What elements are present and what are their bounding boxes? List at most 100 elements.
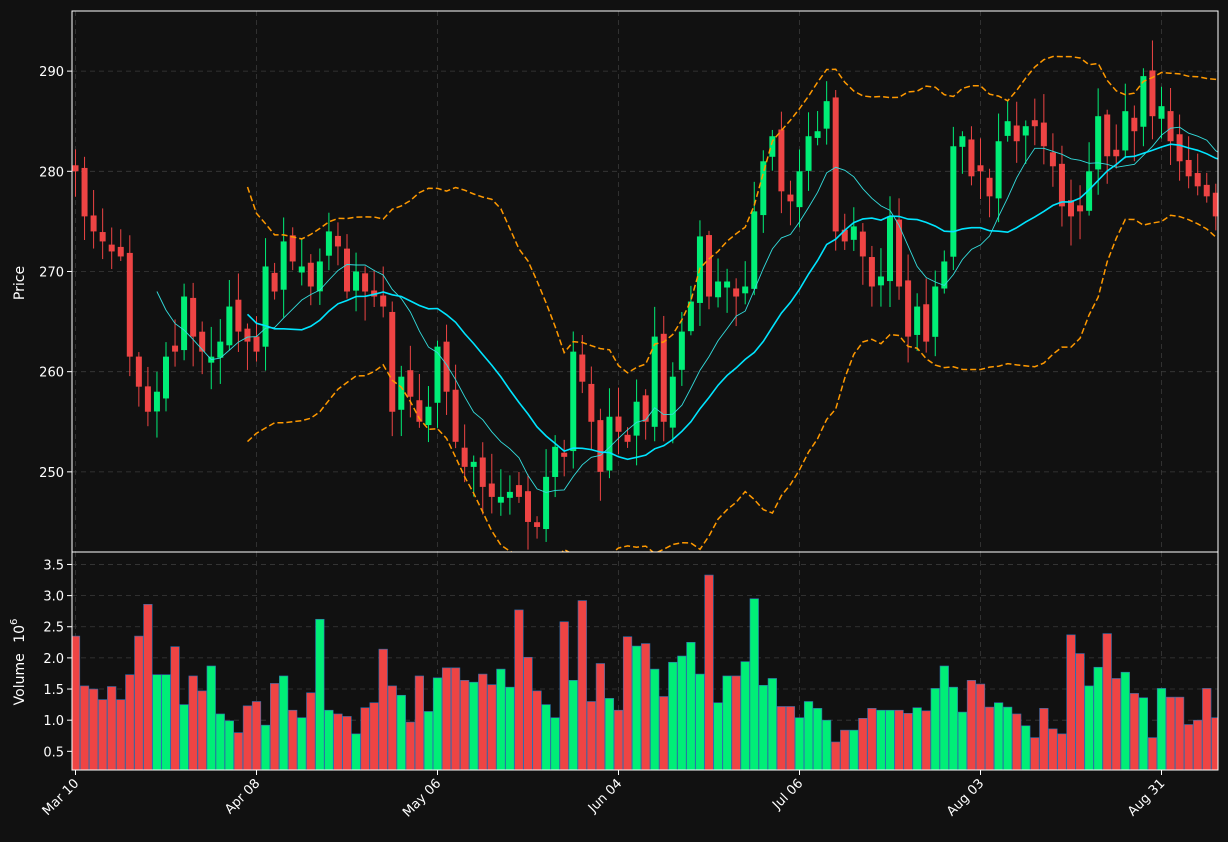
volume-plot-area bbox=[72, 574, 1218, 770]
candle-body bbox=[1086, 171, 1093, 211]
volume-bar bbox=[1102, 633, 1112, 770]
candle-body bbox=[751, 211, 758, 289]
candle-body bbox=[724, 281, 731, 288]
volume-bar bbox=[713, 702, 723, 770]
candle-body bbox=[606, 416, 613, 471]
price-panel: 250 260 270 280 290 bbox=[39, 10, 1219, 553]
candle-body bbox=[805, 136, 812, 171]
candle-body bbox=[117, 246, 124, 257]
volume-bar bbox=[387, 685, 397, 770]
candle-body bbox=[344, 248, 350, 292]
volume-bar bbox=[876, 709, 886, 770]
candle-body bbox=[787, 194, 794, 202]
volume-bar bbox=[984, 706, 995, 770]
volume-bar bbox=[595, 663, 605, 770]
volume-bar bbox=[722, 675, 732, 770]
candle-body bbox=[126, 252, 133, 357]
candle-body bbox=[896, 219, 903, 287]
volume-ytick-label: 1.5 bbox=[43, 683, 64, 698]
candle-body bbox=[561, 452, 568, 457]
candle-body bbox=[262, 266, 269, 347]
price-ytick-label: 290 bbox=[39, 65, 64, 80]
volume-bar bbox=[1066, 634, 1076, 770]
volume-bar bbox=[686, 642, 696, 770]
candle-body bbox=[887, 216, 893, 282]
volume-bar bbox=[903, 713, 913, 770]
candle-body bbox=[1077, 205, 1084, 212]
volume-bar bbox=[396, 694, 406, 770]
candle-body bbox=[515, 485, 522, 497]
candle-body bbox=[380, 295, 387, 307]
candle-body bbox=[1194, 173, 1201, 187]
candle-body bbox=[99, 232, 106, 242]
volume-bar bbox=[342, 716, 352, 770]
volume-bar bbox=[613, 709, 624, 770]
volume-bar bbox=[840, 729, 850, 770]
volume-bar bbox=[233, 732, 244, 770]
volume-bar bbox=[441, 667, 452, 770]
candle-body bbox=[461, 447, 468, 467]
candle-body bbox=[651, 336, 658, 427]
volume-bar bbox=[360, 707, 370, 770]
volume-bar bbox=[921, 710, 931, 770]
candle-body bbox=[832, 97, 839, 232]
volume-ytick-label: 0.5 bbox=[43, 745, 64, 760]
volume-bar bbox=[460, 680, 470, 770]
volume-ytick-label: 3.0 bbox=[43, 590, 64, 605]
volume-bar bbox=[622, 636, 633, 770]
volume-bar bbox=[107, 686, 117, 770]
volume-ytick-label: 2.0 bbox=[43, 652, 64, 667]
volume-bar bbox=[1012, 713, 1022, 770]
volume-bar bbox=[116, 699, 126, 770]
volume-bar bbox=[993, 702, 1004, 770]
candle-body bbox=[778, 129, 785, 192]
volume-bar bbox=[731, 675, 741, 770]
candle-body bbox=[1031, 120, 1038, 127]
candle-body bbox=[325, 231, 332, 256]
candle-body bbox=[135, 356, 142, 387]
volume-bar bbox=[414, 675, 425, 770]
volume-bar bbox=[767, 678, 777, 770]
volume-bar bbox=[822, 719, 832, 770]
volume-bar bbox=[740, 661, 750, 770]
candle-body bbox=[669, 376, 676, 428]
volume-bar bbox=[206, 665, 216, 770]
volume-bar bbox=[297, 717, 307, 770]
volume-bar bbox=[143, 604, 153, 770]
candle-body bbox=[497, 496, 504, 503]
candle-body bbox=[814, 131, 821, 138]
volume-bar bbox=[749, 598, 759, 770]
candle-body bbox=[877, 276, 884, 286]
volume-bar bbox=[179, 704, 189, 770]
volume-bar bbox=[79, 685, 90, 770]
volume-bar bbox=[812, 708, 823, 770]
candle-body bbox=[868, 257, 875, 287]
volume-bar bbox=[170, 646, 180, 770]
candle-body bbox=[1004, 121, 1011, 136]
candle-body bbox=[841, 229, 848, 242]
candle-body bbox=[850, 226, 857, 240]
candle-body bbox=[425, 406, 432, 426]
volume-bar bbox=[1202, 688, 1212, 770]
price-ytick-label: 280 bbox=[39, 165, 64, 180]
candle-body bbox=[706, 235, 712, 297]
candle-body bbox=[941, 261, 948, 289]
volume-bar bbox=[423, 711, 434, 770]
volume-bar bbox=[1003, 706, 1013, 770]
volume-bar bbox=[650, 668, 660, 770]
volume-ytick-label: 2.5 bbox=[43, 621, 64, 636]
candle-body bbox=[760, 161, 767, 216]
volume-bar bbox=[803, 701, 814, 770]
volume-axis-label-text: Volume bbox=[12, 653, 28, 705]
volume-bar bbox=[405, 721, 415, 770]
candle-body bbox=[769, 136, 776, 157]
candle-body bbox=[1203, 184, 1210, 197]
volume-ytick-label: 1.0 bbox=[43, 714, 64, 729]
candle-body bbox=[108, 244, 115, 252]
candle-body bbox=[334, 235, 341, 247]
candle-body bbox=[687, 301, 694, 332]
volume-bar bbox=[197, 690, 207, 770]
volume-bar bbox=[894, 709, 904, 770]
volume-bar bbox=[532, 690, 542, 770]
